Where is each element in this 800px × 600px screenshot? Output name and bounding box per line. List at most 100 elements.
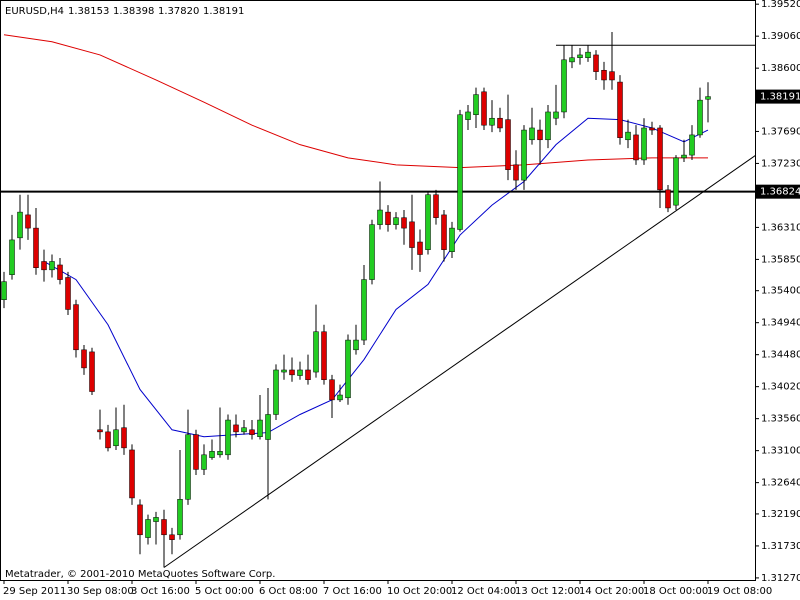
candle-body	[353, 339, 359, 351]
candle-body	[241, 427, 247, 433]
candle-body	[505, 119, 511, 170]
candle-body	[193, 434, 199, 470]
candle-body	[105, 431, 111, 449]
candle-body	[361, 279, 367, 341]
candle-body	[577, 54, 583, 58]
candle-body	[97, 429, 103, 433]
candle-body	[209, 451, 215, 458]
candle-body	[537, 129, 543, 141]
y-tick-label: 1.39520	[761, 0, 800, 10]
candle-body	[137, 504, 143, 536]
candle-body	[681, 154, 687, 159]
plot-area	[0, 0, 756, 581]
candle-body	[449, 227, 455, 253]
candle-body	[273, 369, 279, 415]
y-tick-label: 1.35850	[761, 254, 800, 265]
candle-body	[433, 194, 439, 218]
candle-body	[129, 449, 135, 499]
candle-body	[113, 429, 119, 447]
candle-body	[457, 114, 463, 230]
y-tick-label: 1.31730	[761, 541, 800, 552]
candle-body	[345, 339, 351, 399]
candle-body	[369, 224, 375, 280]
y-tick-label: 1.37690	[761, 126, 800, 137]
candle-body	[233, 424, 239, 433]
ohlc-low: 1.37820	[158, 6, 199, 17]
moving-average	[43, 117, 709, 438]
y-tick-label: 1.34940	[761, 318, 800, 329]
y-tick-label: 1.33560	[761, 414, 800, 425]
candle-body	[257, 419, 263, 437]
candle-body	[337, 394, 343, 401]
x-tick-label: 10 Oct 20:00	[387, 586, 452, 597]
x-tick-label: 14 Oct 20:00	[579, 586, 644, 597]
candle-body	[601, 69, 607, 81]
candle-body	[1, 281, 7, 300]
candle-body	[225, 419, 231, 456]
candle-body	[625, 131, 631, 141]
candle-body	[473, 94, 479, 115]
x-tick-label: 5 Oct 00:00	[195, 586, 254, 597]
candle-body	[169, 534, 175, 540]
candle-body	[313, 331, 319, 373]
y-tick-label: 1.38600	[761, 63, 800, 74]
y-tick-label: 1.32190	[761, 509, 800, 520]
candle-body	[297, 369, 303, 376]
x-tick-label: 18 Oct 00:00	[643, 586, 708, 597]
candle-body	[497, 117, 503, 129]
candle-body	[441, 214, 447, 250]
x-tick-label: 7 Oct 16:00	[323, 586, 382, 597]
footer: Metatrader, © 2001-2010 MetaQuotes Softw…	[5, 569, 275, 580]
current-price-label: 1.38191	[760, 92, 800, 103]
overlay: EURUSD,H4 1.38153 1.38398 1.37820 1.3819…	[5, 6, 800, 580]
y-tick-label: 1.35400	[761, 286, 800, 297]
candle-body	[553, 111, 559, 119]
candle-body	[33, 227, 39, 268]
y-tick-label: 1.32640	[761, 478, 800, 489]
x-tick-label: 30 Sep 08:00	[67, 586, 134, 597]
plot	[1, 31, 755, 568]
candle-body	[633, 134, 639, 161]
y-tick-label: 1.31270	[761, 573, 800, 584]
candle-body	[609, 71, 615, 81]
y-tick-label: 1.34480	[761, 350, 800, 361]
x-tick-label: 6 Oct 08:00	[259, 586, 318, 597]
candle-body	[265, 414, 271, 440]
candle-body	[409, 221, 415, 248]
candle-body	[585, 51, 591, 58]
level-label: 1.36824	[760, 187, 800, 198]
candle-body	[9, 239, 15, 275]
candle-body	[185, 434, 191, 500]
candle-body	[89, 351, 95, 392]
candle-body	[569, 57, 575, 63]
candle-body	[25, 214, 31, 229]
candle-body	[385, 211, 391, 225]
candle-body	[417, 241, 423, 255]
candle-body	[489, 117, 495, 126]
candle-body	[329, 379, 335, 401]
candle-body	[201, 454, 207, 470]
candle-body	[401, 217, 407, 229]
candle-body	[73, 304, 79, 351]
candle-body	[161, 519, 167, 536]
candle-body	[593, 54, 599, 72]
candle-body	[641, 127, 647, 161]
candle-body	[561, 59, 567, 113]
moving-average	[3, 34, 708, 169]
candle-body	[617, 81, 623, 138]
ohlc-open: 1.38153	[68, 6, 109, 17]
candle-body	[649, 127, 655, 131]
candle-body	[545, 111, 551, 141]
candle-body	[121, 427, 127, 449]
candle-body	[281, 369, 287, 373]
candle-body	[41, 261, 47, 271]
candle-body	[49, 261, 55, 271]
x-tick-label: 29 Sep 2011	[3, 586, 66, 597]
x-tick-label: 3 Oct 16:00	[131, 586, 190, 597]
current-price-label-box	[756, 89, 800, 104]
ohlc-close: 1.38191	[203, 6, 244, 17]
x-tick-label: 12 Oct 04:00	[451, 586, 516, 597]
candle-body	[81, 349, 87, 369]
candle-body	[289, 369, 295, 376]
